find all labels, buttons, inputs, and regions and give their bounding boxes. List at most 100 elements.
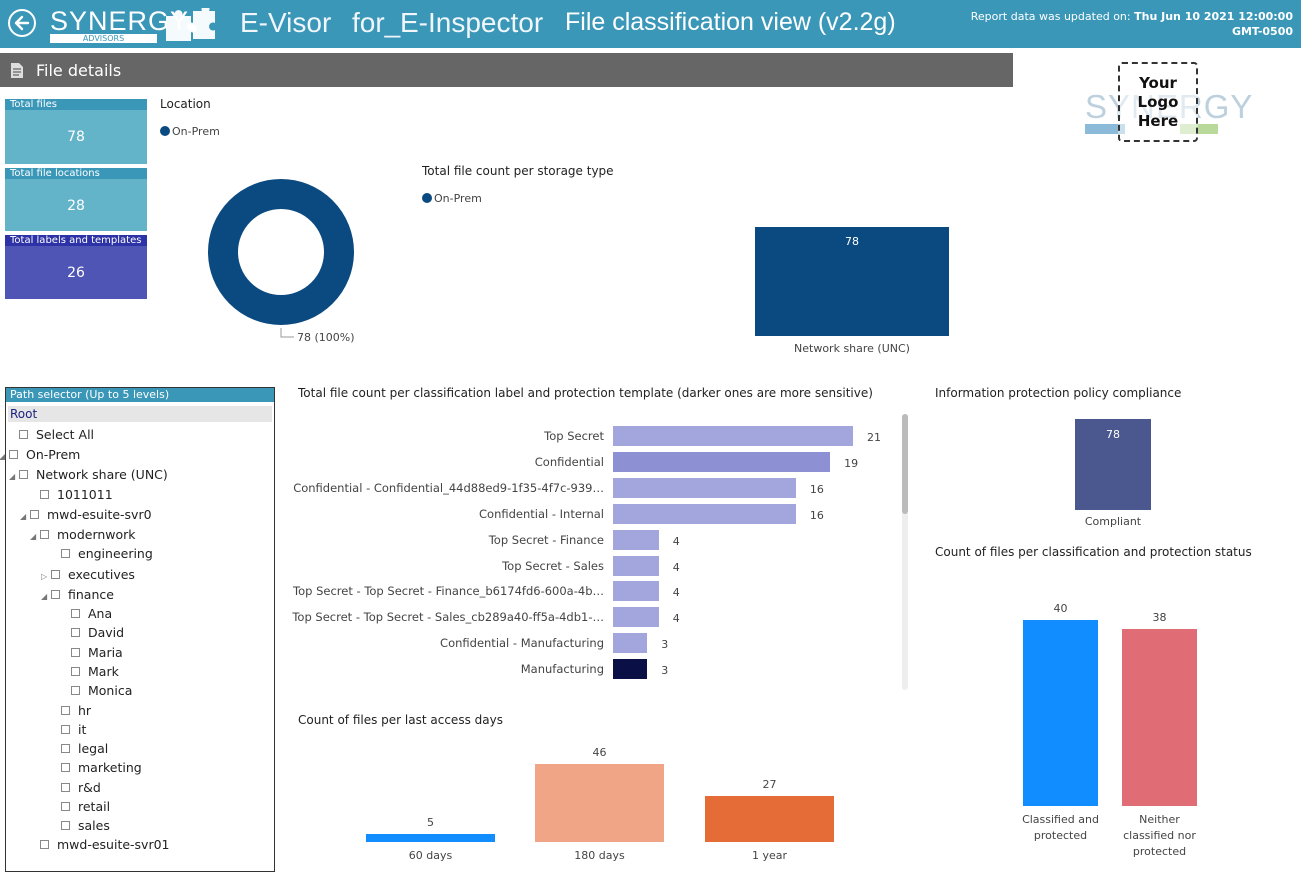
- tree-node-checkbox[interactable]: [71, 686, 80, 695]
- collapse-icon[interactable]: ◢: [9, 472, 16, 481]
- tree-node[interactable]: hr: [61, 702, 91, 720]
- label-bar-category: Top Secret - Top Secret - Sales_cb289a40…: [292, 610, 604, 625]
- logo-placeholder: SYNERGY Your Logo Here: [1085, 60, 1252, 145]
- tree-node-checkbox[interactable]: [61, 802, 70, 811]
- scrollbar-thumb[interactable]: [902, 414, 908, 514]
- back-button[interactable]: [8, 9, 36, 37]
- tree-node-checkbox[interactable]: [61, 706, 70, 715]
- tree-node[interactable]: David: [71, 624, 124, 642]
- collapse-icon[interactable]: ◢: [20, 512, 27, 521]
- tree-node-checkbox[interactable]: [71, 667, 80, 676]
- tree-node[interactable]: ◢ modernwork: [30, 526, 136, 544]
- tree-root[interactable]: Root: [8, 406, 272, 422]
- tree-node[interactable]: retail: [61, 798, 110, 816]
- tree-node-checkbox[interactable]: [71, 628, 80, 637]
- tree-node[interactable]: it: [61, 721, 86, 739]
- column-bar-value: 5: [427, 815, 434, 829]
- storage-bar-network-share[interactable]: [755, 227, 949, 336]
- tree-node-label: Select All: [36, 427, 95, 442]
- tree-node-checkbox[interactable]: [71, 648, 80, 657]
- compliance-bar[interactable]: [1075, 419, 1151, 510]
- tree-node-label: Network share (UNC): [36, 467, 168, 482]
- tree-node-checkbox[interactable]: [51, 590, 60, 599]
- column-bar[interactable]: [535, 764, 664, 842]
- label-bar[interactable]: [613, 451, 831, 472]
- tree-node-checkbox[interactable]: [40, 490, 49, 499]
- section-bar: File details: [0, 53, 1013, 87]
- label-bar[interactable]: [613, 503, 796, 524]
- label-bar-value: 4: [672, 586, 680, 600]
- tree-node[interactable]: Maria: [71, 644, 123, 662]
- label-bar[interactable]: [613, 607, 659, 628]
- tree-node[interactable]: ▷ executives: [41, 566, 135, 584]
- labels-chart-scrollbar[interactable]: [902, 414, 908, 690]
- column-bar[interactable]: [1023, 620, 1098, 806]
- tree-node-checkbox[interactable]: [71, 609, 80, 618]
- tree-node[interactable]: sales: [61, 817, 110, 835]
- label-bar-category: Confidential - Confidential_44d88ed9-1f3…: [293, 480, 604, 495]
- tree-node-checkbox[interactable]: [40, 530, 49, 539]
- column-bar-value: 38: [1152, 611, 1167, 625]
- tree-node[interactable]: engineering: [61, 545, 153, 563]
- tree-node-checkbox[interactable]: [61, 821, 70, 830]
- kpi-value: 26: [67, 265, 85, 281]
- tree-node[interactable]: ◢ mwd-esuite-svr0: [20, 506, 152, 524]
- tree-node-checkbox[interactable]: [61, 763, 70, 772]
- label-bar[interactable]: [613, 529, 659, 550]
- collapse-icon[interactable]: ◢: [41, 592, 48, 601]
- column-bar-value: 40: [1053, 602, 1068, 615]
- tree-node-checkbox[interactable]: [19, 430, 28, 439]
- tree-node-checkbox[interactable]: [40, 840, 49, 849]
- column-bar[interactable]: [705, 796, 834, 842]
- tree-node-label: Monica: [88, 683, 133, 698]
- kpi-total-labels-templates: Total labels and templates 26: [5, 235, 147, 299]
- tree-node[interactable]: Monica: [71, 682, 132, 700]
- tree-node-label: it: [78, 722, 87, 737]
- tree-node-checkbox[interactable]: [30, 510, 39, 519]
- tree-node[interactable]: legal: [61, 740, 108, 758]
- label-bar[interactable]: [613, 555, 659, 576]
- tree-node-checkbox[interactable]: [61, 725, 70, 734]
- kpi-total-file-locations: Total file locations 28: [5, 168, 147, 231]
- donut-slice-on-prem[interactable]: [208, 179, 354, 325]
- tree-node[interactable]: r&d: [61, 779, 101, 797]
- tree-node-checkbox[interactable]: [61, 783, 70, 792]
- tree-node-checkbox[interactable]: [61, 549, 70, 558]
- collapse-icon[interactable]: ◢: [0, 452, 6, 461]
- updated-timestamp: Report data was updated on: Thu Jun 10 2…: [963, 9, 1293, 39]
- tree-node-checkbox[interactable]: [61, 744, 70, 753]
- kpi-label: Total labels and templates: [5, 235, 147, 246]
- tree-node-label: executives: [68, 567, 135, 582]
- tree-node[interactable]: mwd-esuite-svr01: [40, 836, 170, 854]
- tree-node-checkbox[interactable]: [9, 450, 18, 459]
- tree-node[interactable]: Ana: [71, 605, 112, 623]
- label-bar[interactable]: [613, 477, 796, 498]
- tree-node[interactable]: Mark: [71, 663, 119, 681]
- tree-node-checkbox[interactable]: [19, 470, 28, 479]
- label-bar[interactable]: [613, 633, 648, 654]
- tree-node[interactable]: ◢ finance: [41, 586, 114, 604]
- tree-node[interactable]: marketing: [61, 759, 142, 777]
- legend-dot: [422, 193, 432, 203]
- path-selector-header: Path selector (Up to 5 levels): [6, 388, 274, 402]
- column-bar[interactable]: [366, 833, 495, 842]
- collapse-icon[interactable]: ◢: [30, 532, 37, 541]
- tree-node[interactable]: ◢ Network share (UNC): [9, 466, 168, 484]
- label-bar-value: 19: [844, 456, 859, 470]
- tree-node[interactable]: 1011011: [40, 486, 113, 504]
- label-bar-value: 4: [672, 560, 680, 574]
- legend-label: On-Prem: [434, 192, 482, 205]
- expand-icon[interactable]: ▷: [41, 572, 48, 581]
- tree-node[interactable]: ◢ On-Prem: [0, 446, 80, 464]
- label-bar[interactable]: [613, 581, 659, 602]
- kpi-value: 28: [67, 198, 85, 214]
- tree-node[interactable]: Select All: [19, 426, 94, 444]
- tree-node-label: Mark: [88, 664, 119, 679]
- legend-dot: [160, 126, 170, 136]
- tree-node-checkbox[interactable]: [51, 570, 60, 579]
- back-arrow-icon: [14, 15, 30, 31]
- column-bar[interactable]: [1122, 629, 1197, 806]
- label-bar[interactable]: [613, 426, 853, 446]
- label-bar[interactable]: [613, 659, 648, 680]
- report-header: SYNERGY ADVISORS E-Visor for_ E-Inspecto…: [0, 0, 1301, 48]
